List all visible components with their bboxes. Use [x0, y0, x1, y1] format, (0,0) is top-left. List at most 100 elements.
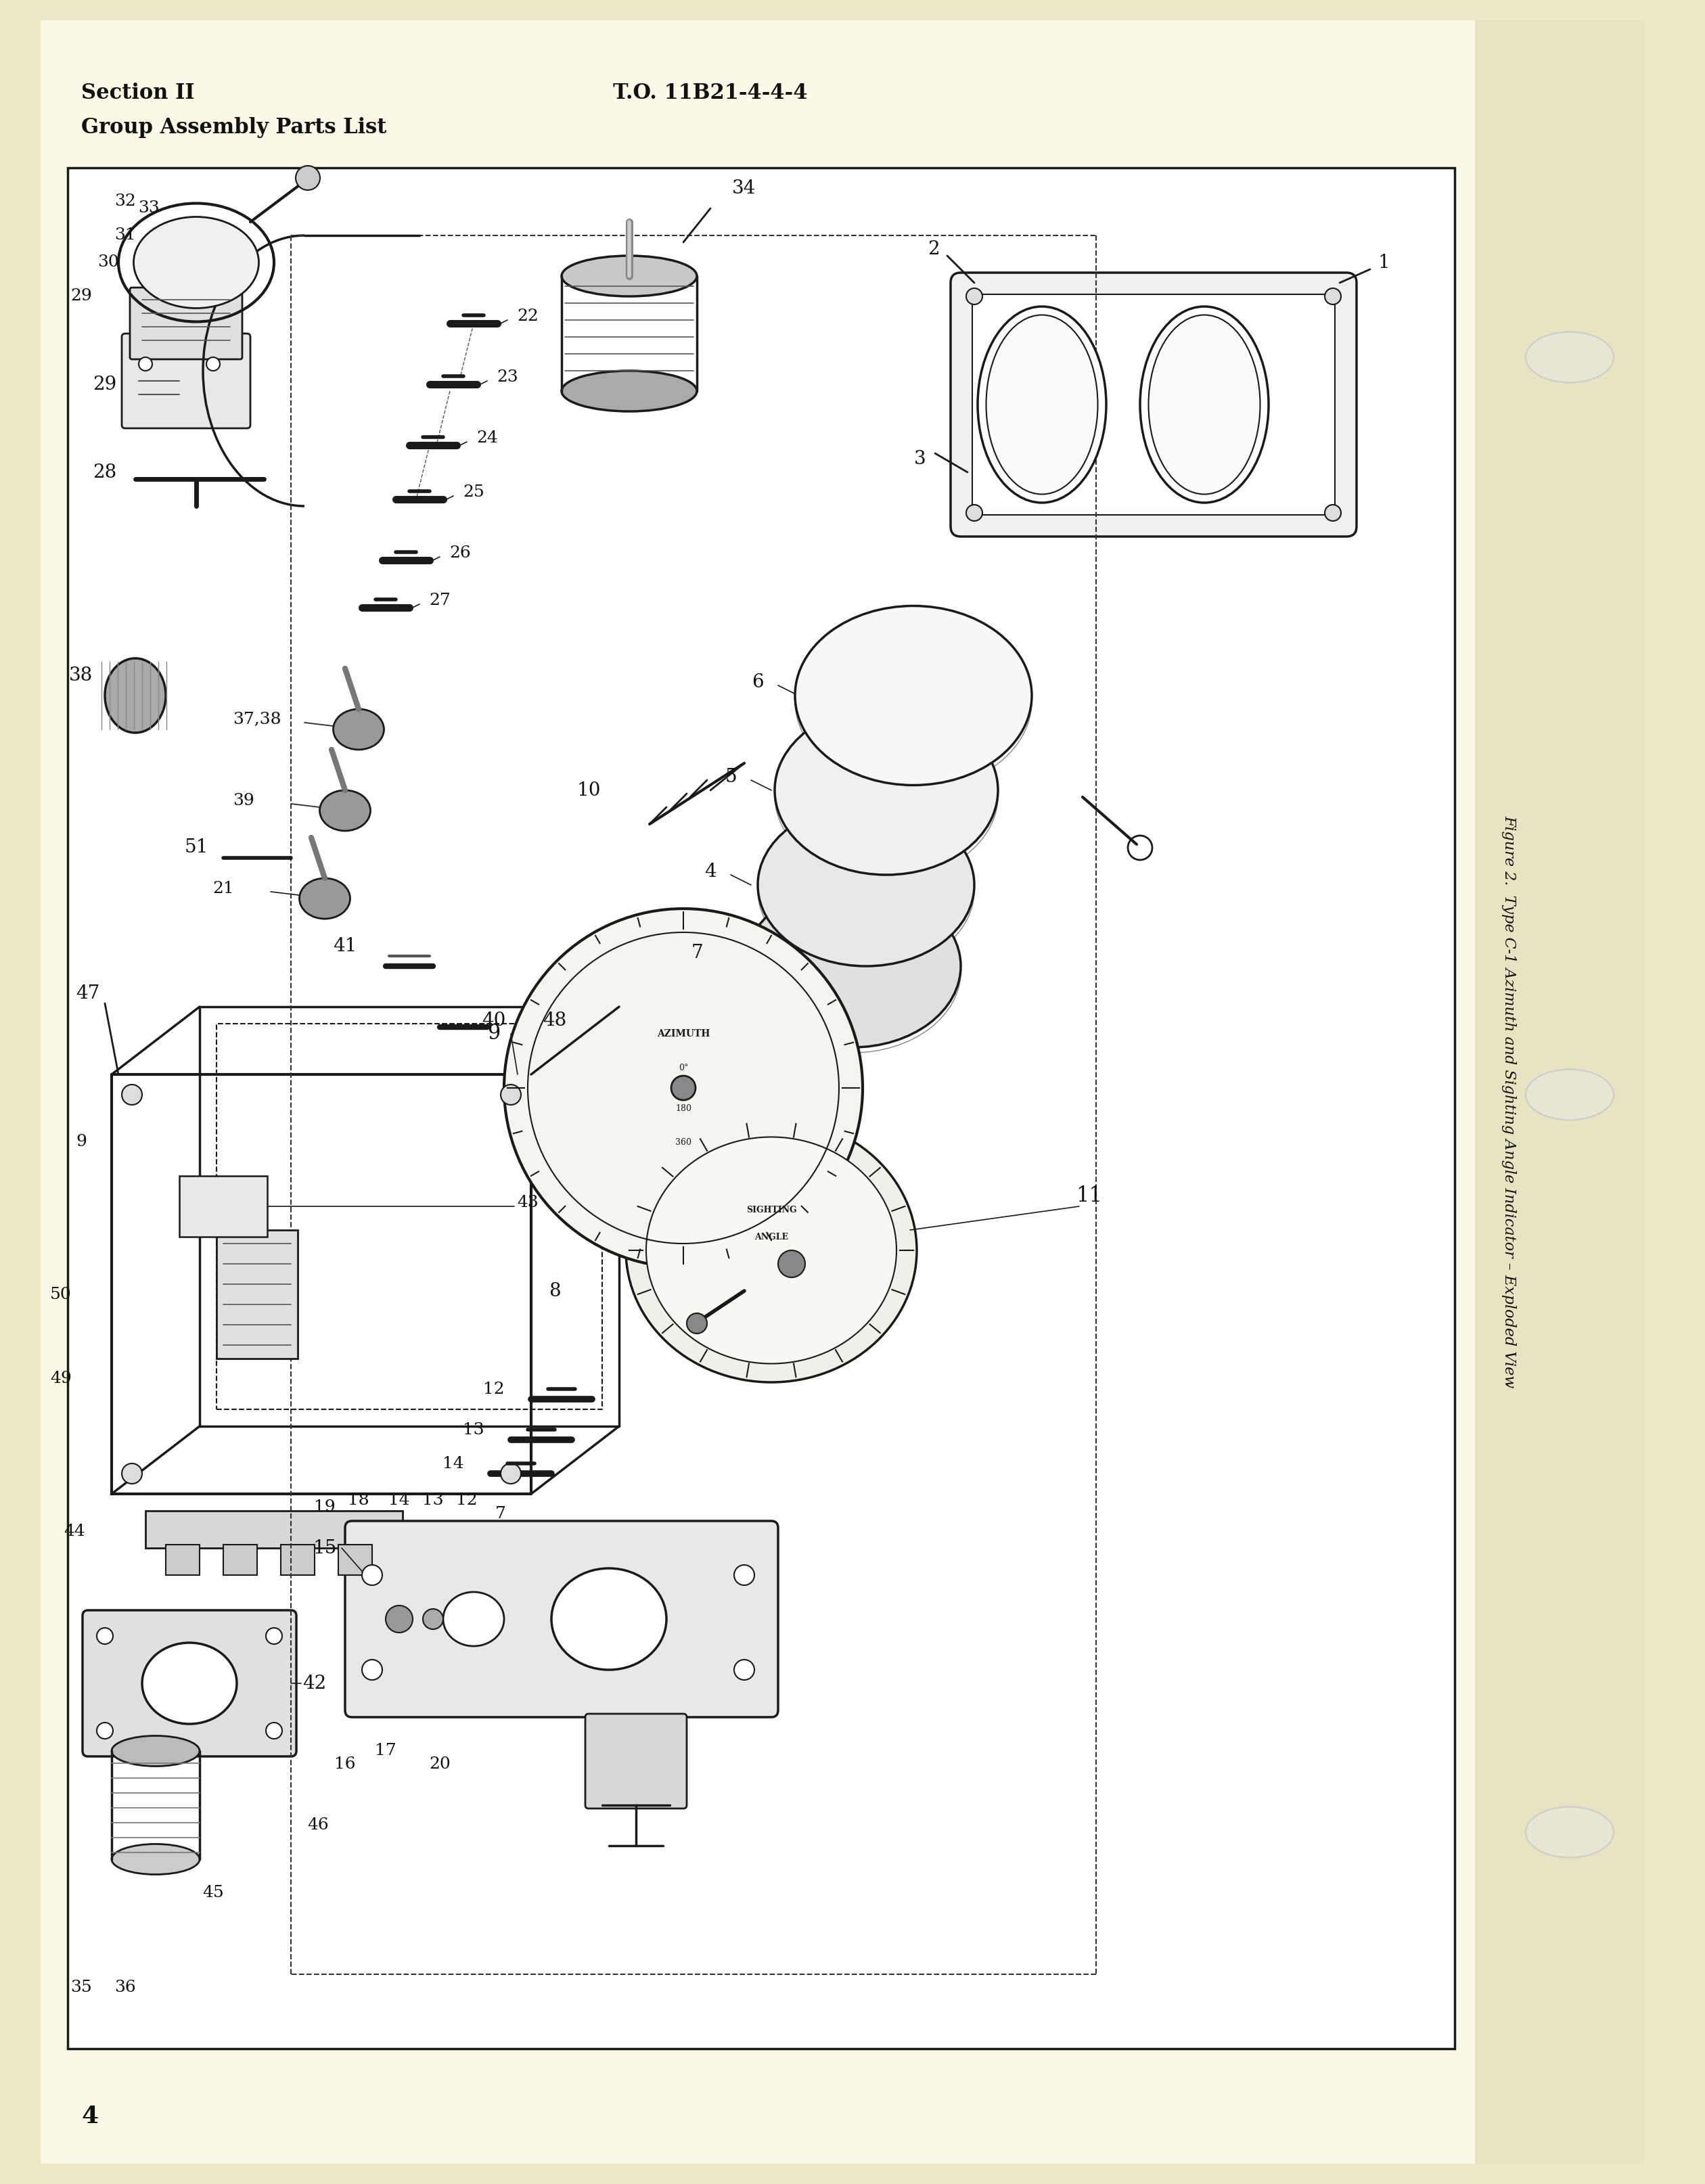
- Text: 47: 47: [77, 985, 101, 1002]
- Bar: [165, 1544, 199, 1575]
- Text: 34: 34: [733, 179, 757, 197]
- Bar: [338, 1544, 372, 1575]
- Circle shape: [967, 505, 982, 522]
- Text: 41: 41: [332, 937, 356, 954]
- Text: 1: 1: [1378, 253, 1390, 271]
- Circle shape: [385, 1605, 413, 1634]
- Bar: [179, 1175, 268, 1236]
- Text: 24: 24: [476, 430, 498, 446]
- Text: 360: 360: [675, 1138, 692, 1147]
- FancyBboxPatch shape: [82, 1610, 297, 1756]
- Text: 51: 51: [184, 839, 208, 856]
- Text: 0°: 0°: [679, 1064, 689, 1072]
- Bar: [223, 1544, 257, 1575]
- Text: 42: 42: [303, 1675, 327, 1693]
- Text: 22: 22: [517, 308, 539, 325]
- FancyBboxPatch shape: [130, 288, 242, 358]
- Text: 8: 8: [549, 1282, 561, 1299]
- Text: 11: 11: [1076, 1186, 1103, 1208]
- Ellipse shape: [561, 371, 697, 411]
- Ellipse shape: [646, 1138, 897, 1363]
- Circle shape: [295, 166, 321, 190]
- Text: T.O. 11B21-4-4-4: T.O. 11B21-4-4-4: [614, 83, 808, 105]
- Text: 45: 45: [203, 1885, 223, 1900]
- Text: 17: 17: [375, 1743, 396, 1758]
- Text: 15: 15: [312, 1540, 336, 1557]
- Text: 16: 16: [334, 1756, 356, 1771]
- Ellipse shape: [300, 878, 350, 919]
- Ellipse shape: [774, 705, 997, 876]
- Text: 9: 9: [488, 1024, 501, 1044]
- Text: 7: 7: [691, 943, 702, 961]
- Text: 23: 23: [496, 369, 518, 384]
- Text: 6: 6: [752, 673, 764, 690]
- Ellipse shape: [142, 1642, 237, 1723]
- FancyBboxPatch shape: [121, 334, 251, 428]
- Bar: [1475, 20, 1644, 2164]
- Text: 50: 50: [49, 1286, 72, 1302]
- Circle shape: [1325, 288, 1342, 304]
- Circle shape: [735, 1566, 754, 1586]
- Bar: [217, 1230, 298, 1358]
- Ellipse shape: [795, 605, 1032, 786]
- Ellipse shape: [551, 1568, 667, 1671]
- Circle shape: [97, 1723, 113, 1738]
- Text: 46: 46: [307, 1817, 329, 1832]
- Text: 33: 33: [138, 201, 160, 216]
- Ellipse shape: [111, 1843, 199, 1874]
- Text: 35: 35: [70, 1981, 92, 1996]
- Text: 180: 180: [675, 1103, 692, 1112]
- Text: 13: 13: [423, 1494, 443, 1509]
- Circle shape: [735, 1660, 754, 1679]
- Text: 4: 4: [82, 2105, 99, 2127]
- Text: Group Assembly Parts List: Group Assembly Parts List: [82, 116, 387, 138]
- Text: 5: 5: [725, 767, 737, 786]
- Circle shape: [361, 1566, 382, 1586]
- Ellipse shape: [757, 804, 974, 965]
- Text: 38: 38: [70, 666, 94, 684]
- Ellipse shape: [985, 314, 1098, 494]
- Text: 32: 32: [114, 194, 136, 210]
- Text: 30: 30: [97, 256, 119, 271]
- Circle shape: [138, 358, 152, 371]
- Text: 40: 40: [483, 1011, 506, 1029]
- Text: 26: 26: [450, 546, 471, 561]
- Text: 43: 43: [517, 1195, 539, 1210]
- Text: 10: 10: [576, 782, 600, 799]
- Text: 18: 18: [348, 1494, 370, 1509]
- FancyBboxPatch shape: [585, 1714, 687, 1808]
- Text: SIGHTING: SIGHTING: [747, 1206, 796, 1214]
- Ellipse shape: [332, 710, 384, 749]
- Text: 21: 21: [213, 880, 234, 895]
- Text: 12: 12: [483, 1380, 505, 1398]
- Text: 4: 4: [704, 863, 716, 880]
- Text: ANGLE: ANGLE: [754, 1232, 788, 1241]
- Ellipse shape: [745, 885, 960, 1048]
- Ellipse shape: [1526, 1070, 1613, 1120]
- Ellipse shape: [505, 909, 863, 1267]
- Circle shape: [121, 1085, 142, 1105]
- Ellipse shape: [1526, 332, 1613, 382]
- Text: 19: 19: [314, 1500, 336, 1516]
- Text: 49: 49: [49, 1372, 72, 1387]
- Text: 12: 12: [457, 1494, 477, 1509]
- Text: 2: 2: [928, 240, 939, 258]
- FancyBboxPatch shape: [344, 1520, 777, 1717]
- Text: 25: 25: [462, 485, 484, 500]
- Text: 13: 13: [464, 1422, 484, 1437]
- Text: 36: 36: [114, 1981, 136, 1996]
- Circle shape: [361, 1660, 382, 1679]
- Circle shape: [687, 1313, 708, 1334]
- Text: AZIMUTH: AZIMUTH: [656, 1029, 709, 1040]
- Text: 3: 3: [914, 450, 926, 467]
- Circle shape: [97, 1627, 113, 1645]
- Ellipse shape: [443, 1592, 505, 1647]
- Circle shape: [501, 1463, 522, 1483]
- Text: 28: 28: [94, 463, 118, 480]
- Circle shape: [206, 358, 220, 371]
- Text: 29: 29: [70, 288, 92, 304]
- Text: 20: 20: [430, 1756, 450, 1771]
- Text: 14: 14: [443, 1457, 464, 1472]
- Bar: [68, 168, 1454, 2049]
- Text: 14: 14: [389, 1494, 409, 1509]
